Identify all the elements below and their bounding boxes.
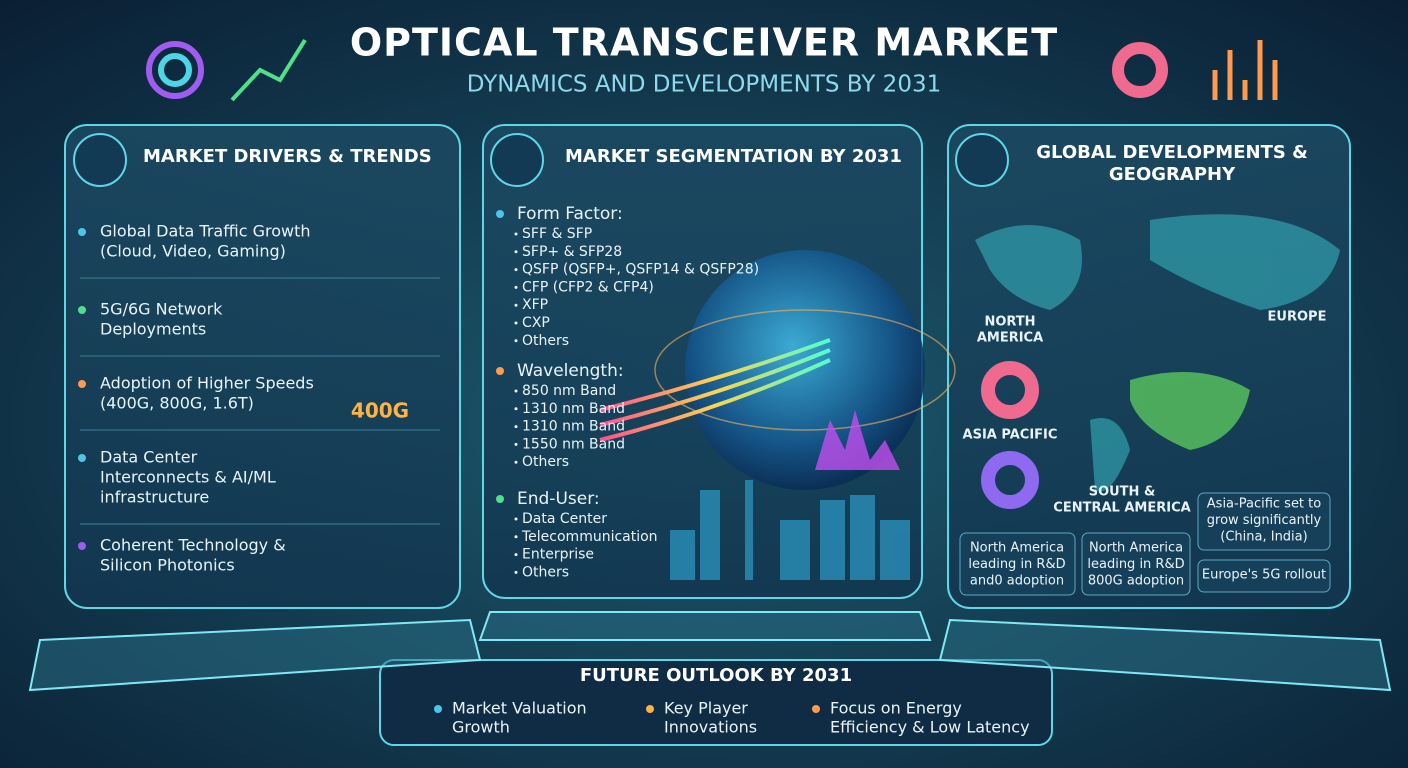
outlook-item: Growth	[452, 718, 510, 737]
pedestals	[28, 611, 1392, 692]
bullet	[496, 495, 504, 503]
note-boxes	[959, 492, 1331, 596]
region-label: AMERICA	[977, 331, 1043, 346]
segment-item: Telecommunication	[521, 529, 658, 545]
segment-item: Data Center	[522, 511, 607, 527]
driver-text: 5G/6G Network	[100, 300, 223, 319]
segment-item: XFP	[522, 297, 548, 313]
segment-item: 850 nm Band	[522, 383, 616, 399]
region-note: and0 adoption	[970, 574, 1064, 589]
panel-icons	[73, 133, 1009, 187]
driver-text: Silicon Photonics	[100, 556, 235, 575]
driver-text: Global Data Traffic Growth	[100, 222, 310, 241]
bullet	[78, 542, 86, 550]
driver-text: Data Center	[100, 448, 198, 467]
bullet	[78, 228, 86, 236]
region-note: grow significantly	[1207, 513, 1322, 528]
bullet	[434, 705, 442, 713]
region-note: 800G adoption	[1088, 574, 1184, 589]
segment-item: QSFP (QSFP+, QSFP14 & QSFP28)	[522, 262, 759, 278]
panel-title: GLOBAL DEVELOPMENTS &	[1036, 142, 1308, 163]
region-label: NORTH	[984, 315, 1035, 330]
outlook-item: Focus on Energy	[830, 699, 962, 718]
bullet	[78, 306, 86, 314]
item-dot	[514, 339, 518, 343]
outlook-item: Market Valuation	[452, 699, 587, 718]
driver-text: Deployments	[100, 320, 206, 339]
bullet	[496, 210, 504, 218]
segment-item: 1310 nm Band	[522, 401, 625, 417]
panel-title: MARKET DRIVERS & TRENDS	[143, 146, 432, 167]
outlook-item: Innovations	[664, 718, 757, 737]
driver-text: Interconnects & AI/ML	[100, 468, 276, 487]
region-label: ASIA PACIFIC	[963, 428, 1058, 443]
item-dot	[514, 442, 518, 446]
group-heading: End-User:	[517, 489, 600, 509]
segment-item: Enterprise	[522, 547, 594, 563]
globe	[599, 250, 956, 490]
map	[975, 214, 1340, 492]
item-dot	[514, 268, 518, 272]
driver-text: (400G, 800G, 1.6T)	[100, 394, 254, 413]
panel-title: GEOGRAPHY	[1109, 164, 1236, 185]
item-dot	[514, 321, 518, 325]
region-note: (China, India)	[1220, 530, 1307, 545]
group-heading: Form Factor:	[517, 204, 623, 224]
segment-item: Others	[522, 333, 569, 349]
driver-text: Coherent Technology &	[100, 536, 286, 555]
segment-item: Others	[522, 454, 569, 470]
item-dot	[514, 460, 518, 464]
segment-item: 1310 nm Band	[522, 419, 625, 435]
speed-badge: 400G	[351, 399, 409, 423]
outlook-title: FUTURE OUTLOOK BY 2031	[580, 665, 852, 686]
segment-item: SFF & SFP	[522, 226, 592, 242]
bullet	[78, 380, 86, 388]
donuts	[981, 361, 1039, 509]
outlook-item: Efficiency & Low Latency	[830, 718, 1030, 737]
item-dot	[514, 285, 518, 289]
panel-title: MARKET SEGMENTATION BY 2031	[565, 146, 902, 167]
segment-item: Others	[522, 564, 569, 580]
region-label: EUROPE	[1268, 310, 1327, 325]
item-dot	[514, 407, 518, 411]
region-note: Asia-Pacific set to	[1207, 497, 1321, 512]
item-dot	[514, 517, 518, 521]
segment-item: CFP (CFP2 & CFP4)	[522, 279, 654, 295]
outlook-item: Key Player	[664, 699, 748, 718]
region-note: leading in R&D	[1087, 557, 1184, 572]
region-note: Europe's 5G rollout	[1202, 568, 1326, 583]
item-dot	[514, 425, 518, 429]
item-dot	[514, 570, 518, 574]
page-subtitle: DYNAMICS AND DEVELOPMENTS BY 2031	[467, 72, 941, 98]
driver-text: infrastructure	[100, 488, 209, 507]
bullet	[646, 705, 654, 713]
region-label: SOUTH &	[1089, 485, 1156, 500]
region-label: CENTRAL AMERICA	[1053, 501, 1190, 516]
header-icons	[146, 38, 1278, 102]
segment-item: CXP	[522, 315, 550, 331]
region-note: North America	[970, 541, 1064, 556]
region-note: North America	[1089, 541, 1183, 556]
item-dot	[514, 303, 518, 307]
item-dot	[514, 389, 518, 393]
bullet	[78, 454, 86, 462]
item-dot	[514, 553, 518, 557]
driver-text: Adoption of Higher Speeds	[100, 374, 314, 393]
region-note: leading in R&D	[968, 557, 1065, 572]
driver-text: (Cloud, Video, Gaming)	[100, 242, 286, 261]
skyline	[670, 480, 910, 580]
page-title: OPTICAL TRANSCEIVER MARKET	[350, 21, 1058, 65]
item-dot	[514, 250, 518, 254]
group-heading: Wavelength:	[517, 361, 624, 381]
bullet	[812, 705, 820, 713]
segment-item: 1550 nm Band	[522, 436, 625, 452]
item-dot	[514, 535, 518, 539]
item-dot	[514, 232, 518, 236]
segment-item: SFP+ & SFP28	[522, 244, 622, 260]
bullet	[496, 367, 504, 375]
